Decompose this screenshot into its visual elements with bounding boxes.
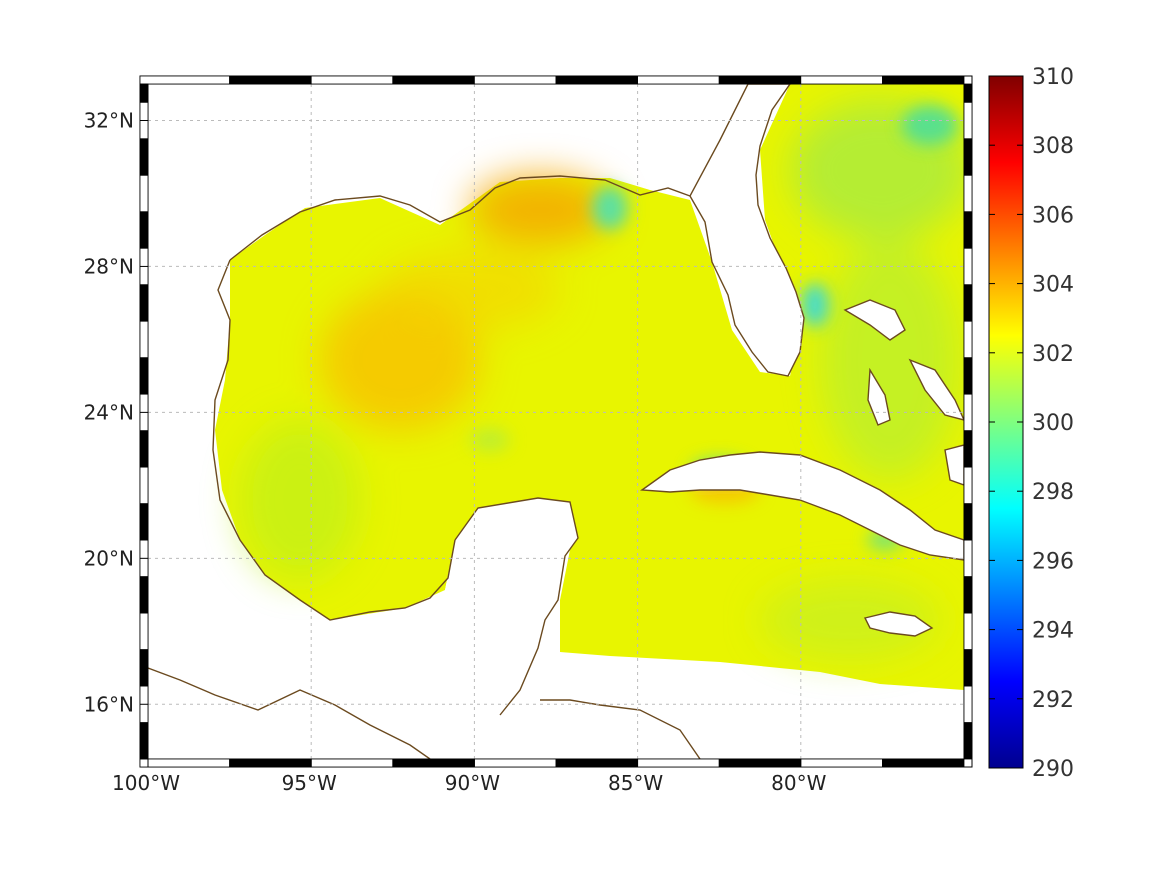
frame-seg-left-7 [139, 466, 149, 504]
lon-label-3: 85°W [608, 771, 663, 795]
frame-seg-left-18 [139, 83, 149, 103]
frame-seg-right-8 [963, 430, 973, 468]
frame-seg-right-15 [963, 174, 973, 213]
colorbar-label-3: 296 [1032, 549, 1074, 574]
coastlines [148, 84, 964, 759]
frame-seg-right-0 [963, 722, 973, 760]
frame-seg-right-16 [963, 138, 973, 176]
lon-label-4: 80°W [771, 771, 826, 795]
cool-spot-florida-strait [801, 283, 829, 327]
colorbar-label-0: 290 [1032, 757, 1074, 782]
frame-seg-right-3 [963, 612, 973, 650]
frame-seg-top-7 [718, 75, 802, 85]
jamaica [863, 611, 934, 637]
colorbar-label-9: 308 [1032, 134, 1074, 159]
cuba [640, 451, 964, 561]
frame-seg-top-4 [473, 75, 557, 85]
frame-seg-right-2 [963, 649, 973, 687]
graticule [148, 84, 964, 759]
frame-seg-top-3 [392, 75, 475, 85]
lat-label-0: 16°N [84, 692, 134, 716]
colorbar-label-6: 302 [1032, 342, 1074, 367]
bahamas [843, 299, 906, 341]
frame-seg-bottom-8 [800, 758, 883, 768]
frame-seg-right-18 [963, 83, 973, 103]
frame-seg-left-2 [139, 649, 149, 687]
lon-label-2: 90°W [445, 771, 500, 795]
warm-patch-north [470, 175, 610, 245]
frame-seg-bottom-6 [637, 758, 720, 768]
frame-seg-left-11 [139, 320, 149, 359]
colorbar-label-1: 292 [1032, 688, 1074, 713]
frame-seg-right-10 [963, 357, 973, 395]
frame-seg-top-9 [882, 75, 965, 85]
frame-seg-right-7 [963, 466, 973, 504]
frame-seg-right-17 [963, 101, 973, 140]
colorbar-label-8: 306 [1032, 203, 1074, 228]
frame-seg-right-6 [963, 503, 973, 541]
frame-seg-left-14 [139, 211, 149, 249]
sst-field [215, 84, 964, 690]
lon-label-1: 95°W [282, 771, 337, 795]
us-north-gulf-coast [229, 175, 691, 261]
frame-seg-top-5 [555, 75, 638, 85]
frame-seg-top-6 [637, 75, 720, 85]
frame-seg-left-4 [139, 576, 149, 614]
frame-seg-left-10 [139, 357, 149, 395]
lat-label-1: 20°N [84, 546, 134, 570]
cool-patch-southwest [240, 420, 360, 580]
lat-label-2: 24°N [84, 400, 134, 424]
frame-seg-bottom-0 [139, 758, 230, 768]
lat-label-3: 28°N [84, 254, 134, 278]
cool-spot-apalachee [592, 186, 628, 230]
frame-seg-bottom-9 [882, 758, 965, 768]
frame-seg-bottom-3 [392, 758, 475, 768]
frame-seg-right-12 [963, 284, 973, 322]
frame-seg-left-15 [139, 174, 149, 213]
frame-seg-bottom-4 [473, 758, 557, 768]
latitude-labels: 16°N 20°N 24°N 28°N 32°N [84, 108, 148, 716]
lon-label-0: 100°W [112, 771, 180, 795]
florida-coast [689, 84, 805, 377]
mexico-gulf-coast [212, 259, 456, 621]
frame-seg-left-3 [139, 612, 149, 650]
frame-seg-right-13 [963, 247, 973, 286]
colorbar-label-4: 298 [1032, 480, 1074, 505]
frame-seg-top-1 [229, 75, 312, 85]
lat-label-4: 32°N [84, 108, 134, 132]
frame-seg-bottom-5 [555, 758, 638, 768]
frame-seg-left-12 [139, 284, 149, 322]
frame-seg-right-11 [963, 320, 973, 359]
frame-seg-left-0 [139, 722, 149, 760]
frame-seg-bottom-1 [229, 758, 312, 768]
longitude-labels: 100°W 95°W 90°W 85°W 80°W [112, 759, 827, 795]
gulf-water [215, 84, 964, 690]
colorbar-label-10: 310 [1032, 65, 1074, 90]
colorbar-label-2: 294 [1032, 619, 1074, 644]
frame-seg-right-14 [963, 211, 973, 249]
colorbar-label-5: 300 [1032, 411, 1074, 436]
frame-seg-top-2 [310, 75, 394, 85]
colorbar-label-7: 304 [1032, 273, 1074, 298]
frame-seg-right-9 [963, 393, 973, 432]
frame-seg-right-5 [963, 539, 973, 577]
frame-seg-right-1 [963, 685, 973, 723]
frame-seg-bottom-2 [310, 758, 394, 768]
frame-seg-left-6 [139, 503, 149, 541]
frame-seg-left-16 [139, 138, 149, 176]
colorbar: 290 292 294 296 298 300 302 304 306 308 310 [988, 65, 1074, 782]
frame-seg-right-4 [963, 576, 973, 614]
yucatan-coast [148, 498, 578, 759]
frame-seg-left-8 [139, 430, 149, 468]
frame-seg-bottom-7 [718, 758, 802, 768]
frame-seg-top-8 [800, 75, 883, 85]
frame-seg-top-0 [139, 75, 230, 85]
